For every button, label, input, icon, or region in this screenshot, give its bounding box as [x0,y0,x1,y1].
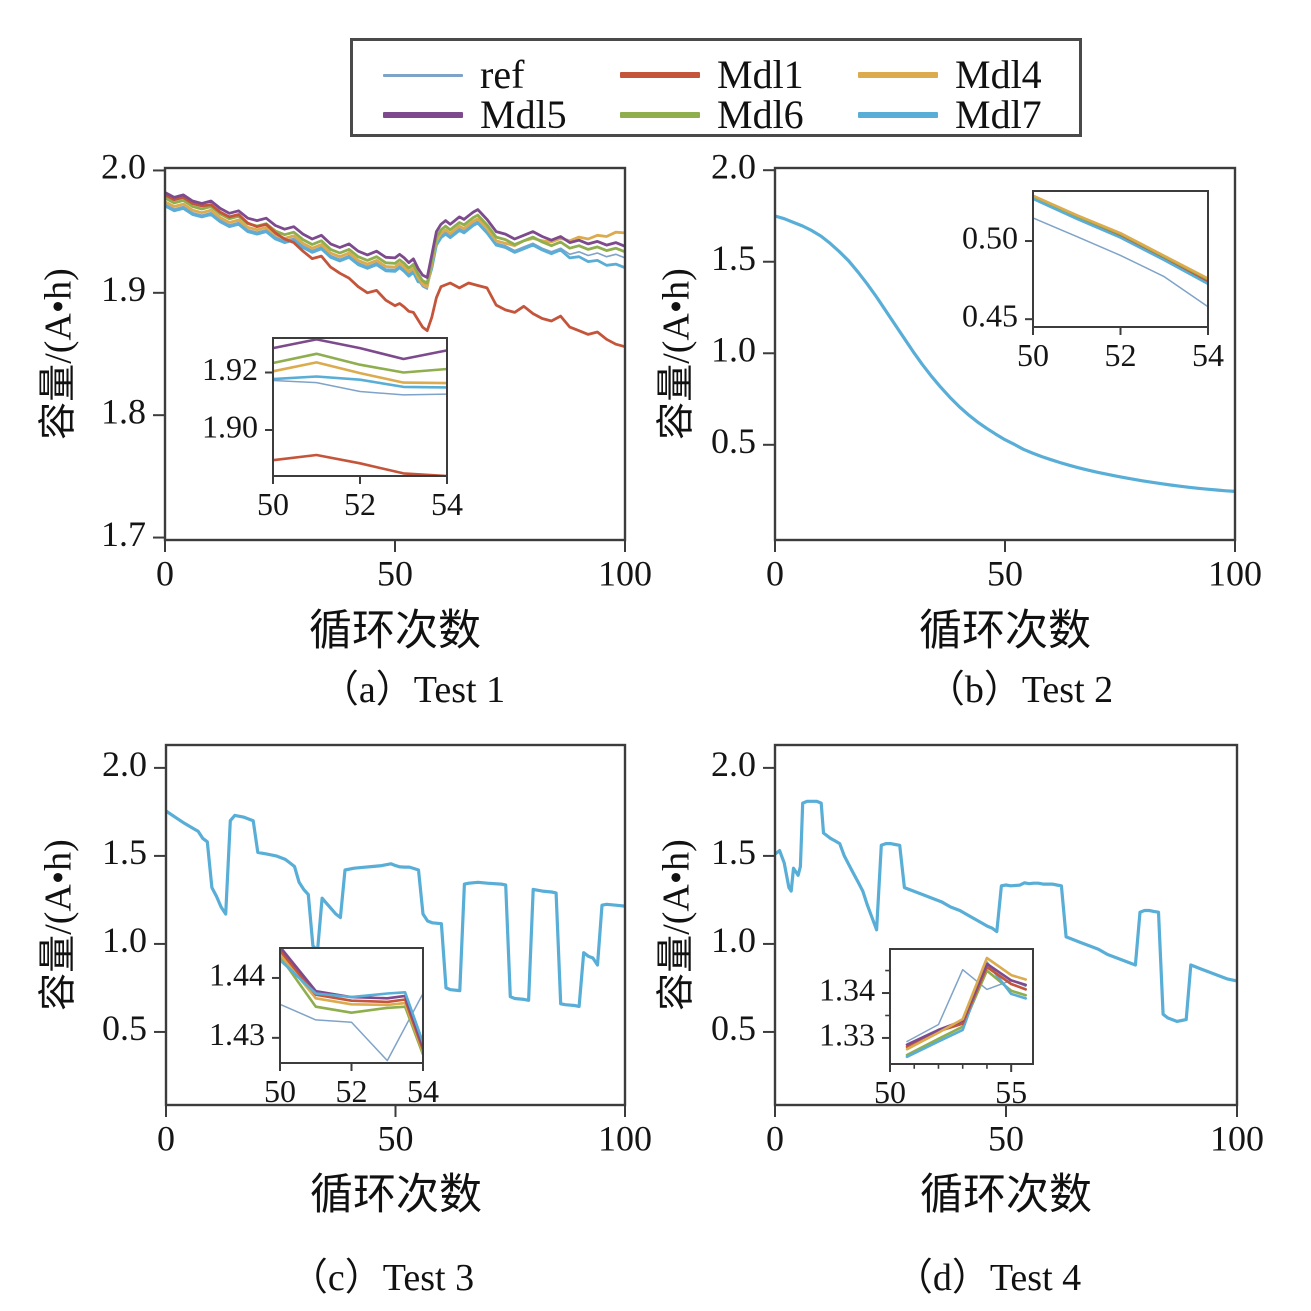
svg-text:1.0: 1.0 [711,920,756,960]
legend-swatch-mdl5 [383,112,463,118]
svg-text:1.0: 1.0 [711,330,756,370]
caption-b: （b）Test 2 [926,669,1114,711]
legend-swatch-ref [383,73,463,77]
series-all-models-overlapping [774,799,1238,1024]
y-axis-label-d: 容量/(A•h) [655,839,698,1011]
svg-text:54: 54 [1192,337,1224,373]
svg-text:0: 0 [157,1119,175,1159]
x-axis-label-d: 循环次数 [920,1172,1092,1219]
svg-text:50: 50 [378,1119,414,1159]
svg-text:54: 54 [407,1073,439,1109]
svg-text:1.0: 1.0 [102,920,147,960]
svg-text:0.5: 0.5 [711,1008,756,1048]
y-axis-label-c: 容量/(A•h) [37,839,80,1011]
y-axis-label-b: 容量/(A•h) [655,268,698,440]
svg-text:1.5: 1.5 [711,832,756,872]
caption-d: （d）Test 4 [894,1257,1082,1299]
x-axis-label-b: 循环次数 [919,608,1091,655]
series-ref [1032,217,1209,308]
svg-text:0: 0 [766,1119,784,1159]
svg-text:55: 55 [995,1074,1027,1110]
series-Mdl5 [272,338,448,361]
svg-text:1.44: 1.44 [209,956,265,992]
svg-text:0: 0 [766,554,784,594]
series-Mdl5 [164,191,626,279]
series-Mdl7 [1032,197,1209,286]
svg-text:0.5: 0.5 [711,421,756,461]
svg-text:1.5: 1.5 [711,238,756,278]
svg-text:50: 50 [1017,337,1049,373]
series-all-models-overlapping [774,214,1236,493]
series-Mdl5 [905,962,1027,1046]
x-axis-label-a: 循环次数 [309,608,481,655]
svg-text:0.50: 0.50 [962,219,1018,255]
svg-text:1.8: 1.8 [101,391,146,431]
svg-text:54: 54 [431,486,463,522]
svg-text:2.0: 2.0 [102,744,147,784]
legend-box: ref Mdl1 Mdl4 Mdl5 Mdl6 Mdl7 [350,38,1082,137]
svg-text:1.33: 1.33 [819,1016,875,1052]
svg-text:0.45: 0.45 [962,298,1018,334]
svg-text:52: 52 [1105,337,1137,373]
series-ref [279,992,424,1062]
svg-text:1.34: 1.34 [819,971,875,1007]
series-Mdl7 [279,958,424,1044]
legend-swatch-mdl1 [620,72,700,78]
series-Mdl6 [272,352,448,374]
svg-text:100: 100 [598,1119,652,1159]
series-Mdl1 [272,453,448,477]
svg-text:0: 0 [156,554,174,594]
series-Mdl1 [164,193,626,349]
caption-a: （a）Test 1 [320,669,506,711]
svg-text:2.0: 2.0 [101,147,146,187]
svg-text:2.0: 2.0 [711,744,756,784]
series-Mdl4 [905,956,1027,1051]
svg-text:100: 100 [598,554,652,594]
svg-text:52: 52 [336,1073,368,1109]
caption-c: （c）Test 3 [289,1257,475,1299]
svg-text:50: 50 [377,554,413,594]
svg-text:100: 100 [1210,1119,1264,1159]
svg-text:2.0: 2.0 [711,146,756,186]
legend-swatch-mdl4 [858,72,938,78]
legend-swatch-mdl7 [858,112,938,118]
y-axis-label-a: 容量/(A•h) [37,268,80,440]
svg-text:1.9: 1.9 [101,269,146,309]
svg-text:100: 100 [1208,554,1262,594]
svg-text:1.90: 1.90 [202,408,258,444]
series-Mdl4 [272,361,448,385]
svg-text:50: 50 [257,486,289,522]
svg-text:50: 50 [987,554,1023,594]
svg-text:0.5: 0.5 [102,1008,147,1048]
svg-text:1.92: 1.92 [202,351,258,387]
svg-text:52: 52 [344,486,376,522]
series-Mdl7 [272,375,448,389]
svg-text:50: 50 [264,1073,296,1109]
series-ref [272,379,448,396]
legend-swatch-mdl6 [620,112,700,118]
series-all-models-overlapping [165,809,626,1009]
svg-text:1.7: 1.7 [101,514,146,554]
svg-text:1.43: 1.43 [209,1016,265,1052]
svg-text:50: 50 [874,1074,906,1110]
svg-text:50: 50 [988,1119,1024,1159]
svg-text:1.5: 1.5 [102,832,147,872]
series-Mdl4 [1032,194,1209,280]
x-axis-label-c: 循环次数 [310,1172,482,1219]
